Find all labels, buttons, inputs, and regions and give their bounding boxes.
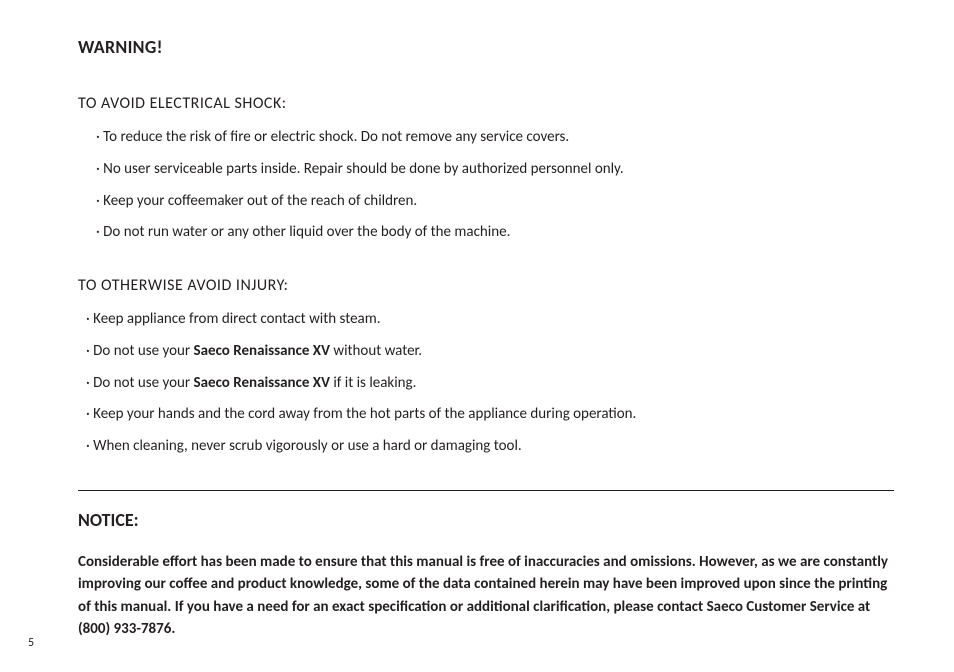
bullet-text: without water.	[330, 342, 422, 360]
page-number: 5	[28, 636, 34, 650]
section-heading: TO OTHERWISE AVOID INJURY:	[78, 276, 894, 295]
manual-page: WARNING! TO AVOID ELECTRICAL SHOCK: · To…	[0, 0, 954, 672]
bullet-item: · Do not use your Saeco Renaissance XV i…	[78, 373, 894, 395]
bullet-item: · Keep appliance from direct contact wit…	[78, 309, 894, 331]
bullet-text: · Do not use your	[86, 342, 194, 360]
bullet-text: · When cleaning, never scrub vigorously …	[86, 437, 522, 455]
bullet-list: · To reduce the risk of fire or electric…	[78, 127, 894, 244]
bullet-item: · When cleaning, never scrub vigorously …	[78, 436, 894, 458]
bullet-item: · No user serviceable parts inside. Repa…	[78, 159, 894, 181]
notice-body: Considerable effort has been made to ens…	[78, 551, 894, 641]
product-name: Saeco Renaissance XV	[194, 374, 330, 392]
bullet-item: · Do not run water or any other liquid o…	[78, 222, 894, 244]
bullet-item: · Keep your coffeemaker out of the reach…	[78, 191, 894, 213]
bullet-item: · Do not use your Saeco Renaissance XV w…	[78, 341, 894, 363]
horizontal-rule	[78, 490, 894, 491]
bullet-text: · Do not use your	[86, 374, 194, 392]
notice-title: NOTICE:	[78, 509, 894, 531]
bullet-item: · Keep your hands and the cord away from…	[78, 404, 894, 426]
bullet-list: · Keep appliance from direct contact wit…	[78, 309, 894, 458]
section-electrical-shock: TO AVOID ELECTRICAL SHOCK: · To reduce t…	[78, 94, 894, 244]
bullet-item: · To reduce the risk of fire or electric…	[78, 127, 894, 149]
product-name: Saeco Renaissance XV	[194, 342, 330, 360]
section-avoid-injury: TO OTHERWISE AVOID INJURY: · Keep applia…	[78, 276, 894, 458]
bullet-text: · Keep your hands and the cord away from…	[86, 405, 636, 423]
bullet-text: · Keep appliance from direct contact wit…	[86, 310, 381, 328]
section-heading: TO AVOID ELECTRICAL SHOCK:	[78, 94, 894, 113]
warning-title: WARNING!	[78, 36, 894, 58]
bullet-text: if it is leaking.	[330, 374, 416, 392]
